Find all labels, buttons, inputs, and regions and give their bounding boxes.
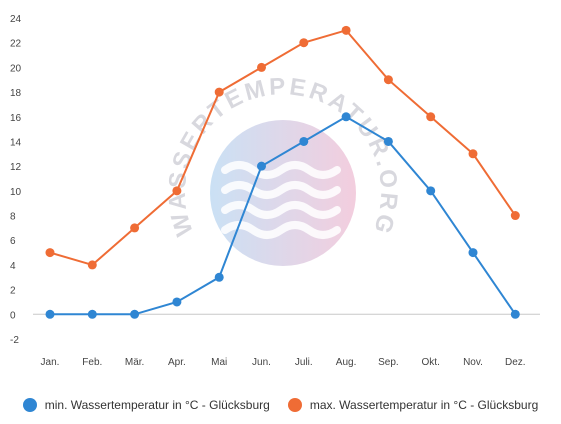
x-tick-label: Feb.: [82, 357, 102, 368]
x-tick-label: Mär.: [125, 357, 144, 368]
data-point-min: [341, 112, 351, 122]
series-line-max: [49, 29, 517, 267]
legend-marker-min: [22, 398, 37, 412]
x-tick-label: Jun.: [252, 357, 271, 368]
watermark-wave: [221, 221, 341, 239]
y-tick-label: 0: [10, 310, 16, 321]
watermark-logo: WASSERTEMPERATUR.ORG: [164, 73, 399, 266]
data-point-min: [510, 309, 520, 319]
data-point-min: [130, 309, 140, 319]
watermark-wave: [221, 181, 341, 199]
watermark-wave: [221, 161, 341, 179]
data-point-max: [299, 38, 309, 48]
legend-label-max: max. Wassertemperatur in °C - Glücksburg: [309, 398, 539, 412]
data-point-max: [426, 112, 436, 122]
x-axis: Jan. Feb. Mär. Apr. Mai Jun. Juli. Aug. Sep. Okt.…: [41, 357, 526, 368]
data-point-min: [257, 161, 266, 171]
data-point-max: [257, 62, 266, 72]
data-point-min: [299, 136, 309, 146]
x-tick-label: Sep.: [378, 357, 399, 368]
x-tick-label: Nov.: [463, 357, 483, 368]
y-tick-label: 14: [10, 137, 22, 148]
x-tick-label: Juli.: [295, 357, 313, 368]
data-point-min: [214, 272, 224, 282]
legend-item-max[interactable]: max. Wassertemperatur in °C - Glücksburg: [287, 398, 539, 412]
data-point-max: [341, 25, 351, 35]
data-point-max: [214, 87, 224, 97]
x-tick-label: Apr.: [168, 357, 186, 368]
x-tick-label: Dez.: [505, 357, 526, 368]
data-point-min: [87, 309, 97, 319]
y-tick-label: 24: [10, 14, 22, 25]
data-point-min: [45, 309, 55, 319]
data-point-max: [130, 223, 140, 233]
x-tick-label: Jan.: [41, 357, 60, 368]
legend-label-min: min. Wassertemperatur in °C - Glücksburg: [44, 398, 270, 412]
series-line-min: [50, 115, 517, 316]
legend-marker-max: [287, 398, 302, 412]
x-tick-label: Okt.: [422, 357, 440, 368]
watermark-wave: [221, 201, 341, 219]
y-tick-label: -2: [10, 335, 19, 346]
x-tick-label: Mai: [211, 357, 227, 368]
data-point-max: [172, 186, 182, 196]
data-point-max: [87, 260, 97, 270]
y-tick-label: 20: [10, 63, 22, 74]
y-tick-label: 16: [10, 113, 22, 124]
y-tick-label: 4: [10, 261, 16, 272]
y-tick-label: 6: [10, 236, 16, 247]
y-tick-label: 12: [10, 162, 22, 173]
legend: min. Wassertemperatur in °C - Glücksburg…: [0, 392, 561, 418]
data-point-min: [468, 248, 478, 258]
data-point-max: [468, 149, 478, 159]
data-point-min: [172, 297, 182, 307]
data-point-min: [383, 136, 393, 146]
data-point-max: [510, 211, 520, 221]
y-tick-label: 10: [10, 187, 22, 198]
data-point-max: [383, 75, 393, 85]
x-tick-label: Aug.: [336, 357, 357, 368]
y-tick-label: 8: [10, 212, 16, 223]
y-tick-label: 18: [10, 88, 22, 99]
data-point-min: [426, 186, 436, 196]
legend-item-min[interactable]: min. Wassertemperatur in °C - Glücksburg: [22, 398, 270, 412]
data-point-max: [45, 248, 55, 258]
y-tick-label: 2: [10, 286, 16, 297]
y-tick-label: 22: [10, 39, 22, 50]
series-group: [45, 25, 520, 319]
